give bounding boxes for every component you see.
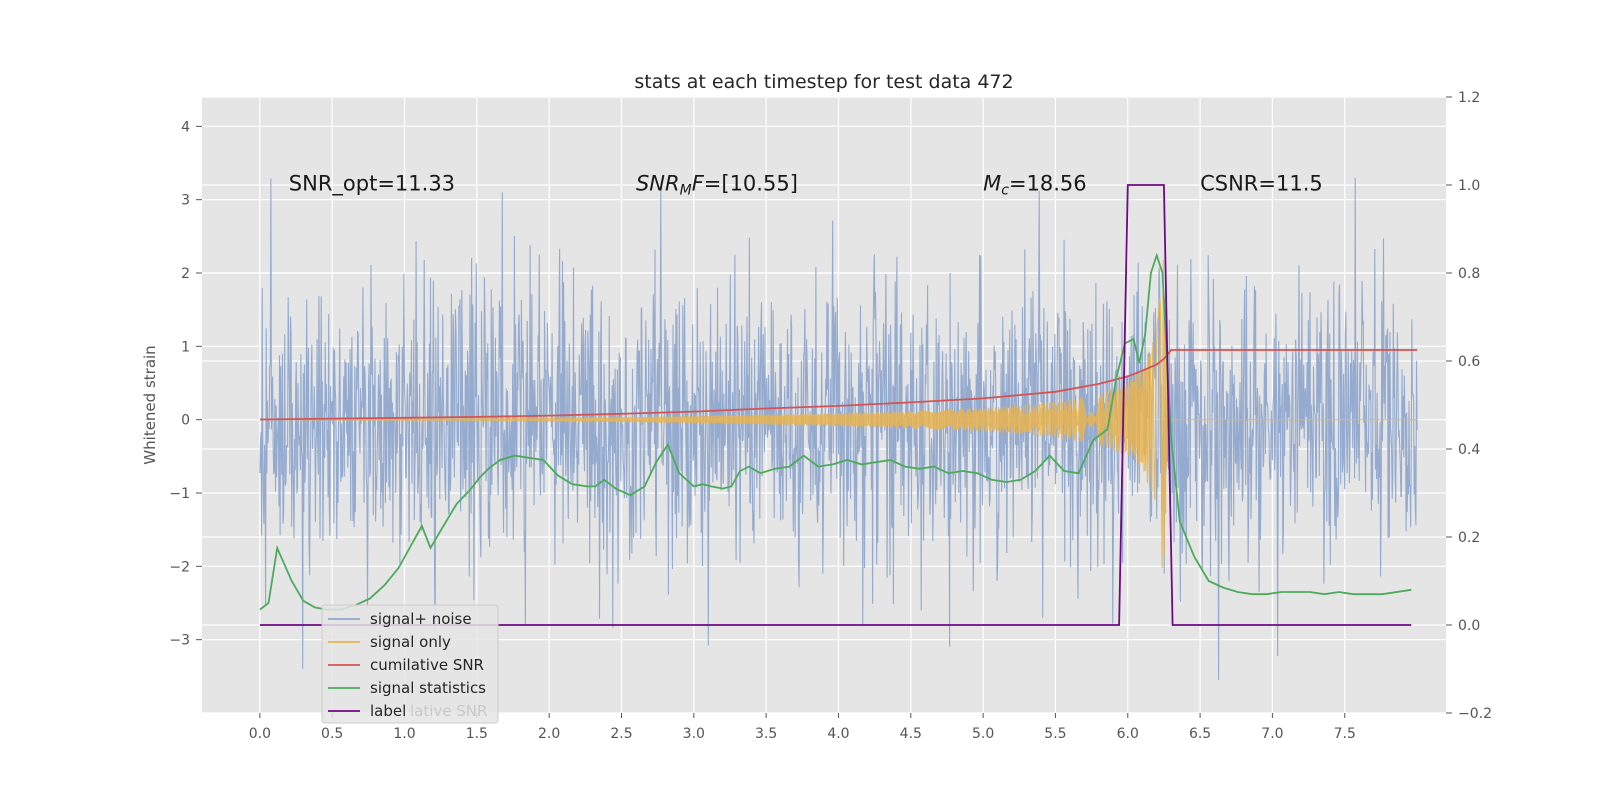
- x-tick-label: 2.0: [538, 726, 560, 742]
- x-tick-label: 1.5: [466, 726, 488, 742]
- x-tick-label: 6.5: [1189, 726, 1211, 742]
- annotation-text: Mc=18.56: [983, 172, 1087, 199]
- y-tick-label: 1: [181, 339, 190, 355]
- legend-label: signal statistics: [370, 679, 486, 697]
- y2-tick-label: 1.2: [1458, 90, 1480, 106]
- signal-noise-line: [259, 177, 1418, 681]
- annotation-text: SNRMF=[10.55]: [636, 172, 798, 199]
- y-tick-label: −3: [169, 633, 190, 649]
- tick-group: 0.0 0.5 1.0 1.5 2.0 2.5 3.0 3.5 4.0 4.5 5.0 5.5 6.0 6…: [169, 90, 1492, 742]
- x-tick-label: 3.0: [683, 726, 705, 742]
- x-tick-label: 4.0: [827, 726, 849, 742]
- x-tick-label: 0.5: [321, 726, 343, 742]
- signal-statistics-line: [259, 252, 1412, 611]
- annotation-text: SNR_opt=11.33: [289, 172, 455, 197]
- line-layer: [259, 184, 1418, 626]
- y-tick-label: 4: [181, 119, 190, 135]
- y2-tick-label: 1.0: [1458, 178, 1480, 194]
- y2-tick-label: 0.0: [1458, 618, 1480, 634]
- x-tick-label: 2.5: [610, 726, 632, 742]
- legend-label: signal only: [370, 633, 451, 651]
- y2-tick-label: −0.2: [1458, 706, 1492, 722]
- chart-title: stats at each timestep for test data 472: [634, 71, 1013, 93]
- y-tick-label: −1: [169, 486, 190, 502]
- x-tick-label: 0.0: [249, 726, 271, 742]
- x-tick-label: 5.5: [1044, 726, 1066, 742]
- y-tick-label: 2: [181, 266, 190, 282]
- y-axis-label: Whitened strain: [141, 345, 159, 464]
- noise-layer: [259, 177, 1418, 681]
- signal-only-line: [259, 259, 1418, 568]
- y2-tick-label: 0.2: [1458, 530, 1480, 546]
- label-line: [259, 184, 1412, 626]
- x-tick-label: 6.0: [1117, 726, 1139, 742]
- x-tick-label: 5.0: [972, 726, 994, 742]
- annotation-text: CSNR=11.5: [1200, 172, 1323, 196]
- annotation-group: SNR_opt=11.33 SNRMF=[10.55] Mc=18.56 CSNR=1…: [289, 172, 1323, 199]
- y-tick-label: 3: [181, 193, 190, 209]
- legend-label: signal+ noise: [370, 610, 472, 628]
- legend-label: label: [370, 702, 406, 720]
- x-tick-label: 1.0: [393, 726, 415, 742]
- y2-tick-label: 0.4: [1458, 442, 1480, 458]
- legend: signal+ noise signal only cumilative SNR si…: [321, 604, 499, 724]
- y2-tick-label: 0.6: [1458, 354, 1480, 370]
- x-tick-label: 3.5: [755, 726, 777, 742]
- y-tick-label: −2: [169, 559, 190, 575]
- y-tick-label: 0: [181, 413, 190, 429]
- legend-box: [321, 604, 499, 724]
- x-tick-label: 4.5: [900, 726, 922, 742]
- x-tick-label: 7.0: [1261, 726, 1283, 742]
- legend-label: cumilative SNR: [370, 656, 484, 674]
- x-tick-label: 7.5: [1334, 726, 1356, 742]
- cumilative-snr-line: [259, 349, 1418, 421]
- legend-ghost-text: lative SNR: [410, 702, 487, 720]
- y2-tick-label: 0.8: [1458, 266, 1480, 282]
- chirp-layer: [259, 259, 1418, 568]
